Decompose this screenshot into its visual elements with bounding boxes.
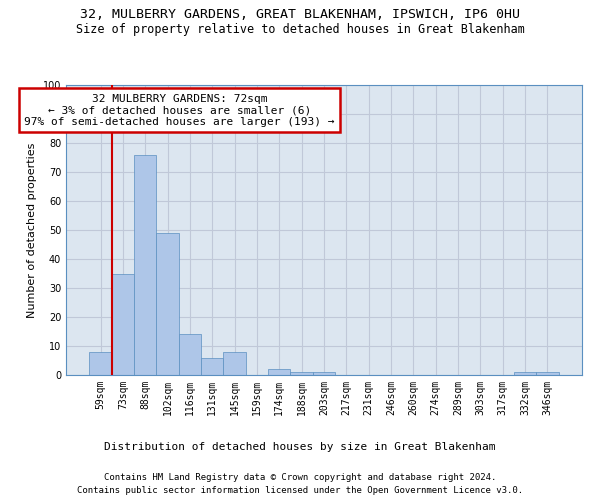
Bar [268, 369, 290, 375]
Text: 32 MULBERRY GARDENS: 72sqm
← 3% of detached houses are smaller (6)
97% of semi-d: 32 MULBERRY GARDENS: 72sqm ← 3% of detac… [24, 94, 335, 127]
Bar [179, 334, 201, 375]
Bar [536, 372, 559, 375]
Text: Size of property relative to detached houses in Great Blakenham: Size of property relative to detached ho… [76, 22, 524, 36]
Y-axis label: Number of detached properties: Number of detached properties [27, 142, 37, 318]
Bar [313, 372, 335, 375]
Bar [514, 372, 536, 375]
Bar [157, 233, 179, 375]
Bar [201, 358, 223, 375]
Text: Distribution of detached houses by size in Great Blakenham: Distribution of detached houses by size … [104, 442, 496, 452]
Bar [134, 154, 157, 375]
Bar [112, 274, 134, 375]
Text: Contains public sector information licensed under the Open Government Licence v3: Contains public sector information licen… [77, 486, 523, 495]
Bar [89, 352, 112, 375]
Text: 32, MULBERRY GARDENS, GREAT BLAKENHAM, IPSWICH, IP6 0HU: 32, MULBERRY GARDENS, GREAT BLAKENHAM, I… [80, 8, 520, 20]
Bar [290, 372, 313, 375]
Bar [223, 352, 246, 375]
Text: Contains HM Land Registry data © Crown copyright and database right 2024.: Contains HM Land Registry data © Crown c… [104, 472, 496, 482]
